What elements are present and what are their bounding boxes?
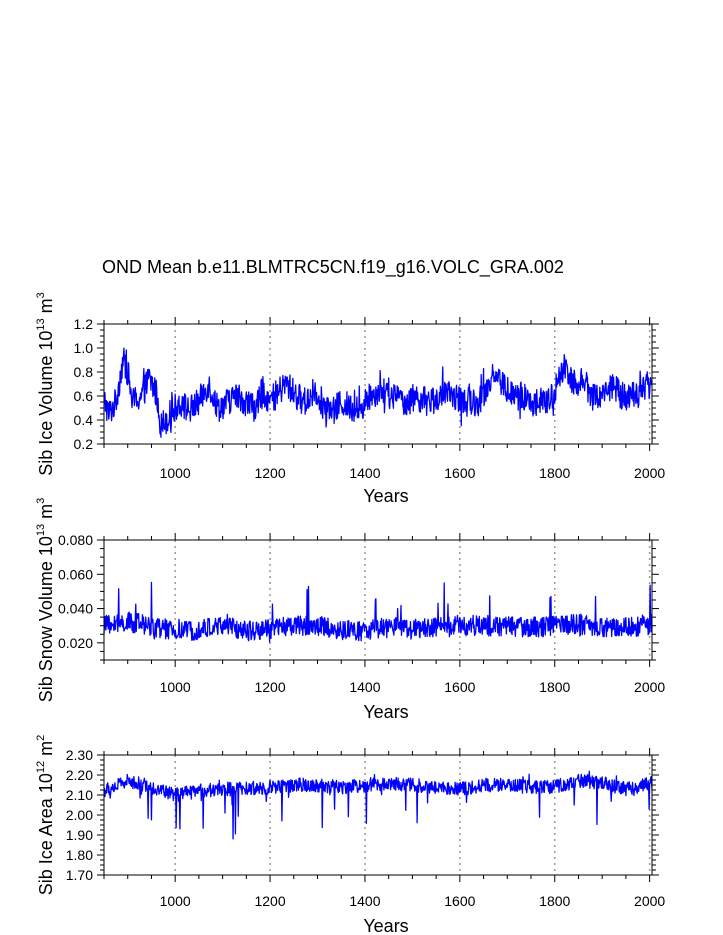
figure-title: OND Mean b.e11.BLMTRC5CN.f19_g16.VOLC_GR… xyxy=(102,257,564,278)
x-tick-label: 2000 xyxy=(634,893,665,909)
x-tick-label: 1400 xyxy=(349,465,380,481)
x-axis-label: Years xyxy=(363,916,408,935)
x-tick-label: 1800 xyxy=(539,465,570,481)
panel-sib-ice-area: 1000 1200 1400 1600 1800 2000 1.70 1.80 1.90 2.00… xyxy=(35,735,665,935)
plot-frame xyxy=(103,754,653,876)
y-tick-label: 0.6 xyxy=(74,388,94,404)
x-tick-label: 1400 xyxy=(349,679,380,695)
x-tick-label: 1200 xyxy=(254,679,285,695)
y-tick-label: 1.0 xyxy=(74,340,94,356)
plot-frame xyxy=(103,539,653,661)
x-tick-label: 1800 xyxy=(539,679,570,695)
y-tick-label: 2.00 xyxy=(66,807,93,823)
x-tick-label: 1200 xyxy=(254,893,285,909)
x-tick-label: 1000 xyxy=(160,893,191,909)
y-tick-label: 0.020 xyxy=(58,635,93,651)
y-tick-label: 1.90 xyxy=(66,827,93,843)
x-tick-label: 1000 xyxy=(160,465,191,481)
y-tick-label: 1.70 xyxy=(66,867,93,883)
y-tick-label: 1.2 xyxy=(74,316,94,332)
y-tick-label: 2.30 xyxy=(66,747,93,763)
panel-sib-ice-volume: 1000 1200 1400 1600 1800 2000 0.2 0.4 0.6 0.8 1.0 1… xyxy=(35,292,665,506)
x-tick-label: 1800 xyxy=(539,893,570,909)
series-line xyxy=(103,581,653,643)
panel-sib-snow-volume: 1000 1200 1400 1600 1800 2000 0.020 0.040 0.060 0… xyxy=(35,498,665,722)
y-tick-label: 0.4 xyxy=(74,412,94,428)
y-tick-label: 0.040 xyxy=(58,601,93,617)
x-tick-label: 1600 xyxy=(444,679,475,695)
x-tick-label: 1400 xyxy=(349,893,380,909)
y-tick-label: 0.060 xyxy=(58,566,93,582)
x-tick-label: 2000 xyxy=(634,465,665,481)
y-tick-label: 0.2 xyxy=(74,436,94,452)
x-axis-label: Years xyxy=(363,702,408,722)
y-tick-label: 1.80 xyxy=(66,847,93,863)
y-tick-label: 2.10 xyxy=(66,787,93,803)
y-tick-label: 0.080 xyxy=(58,532,93,548)
y-axis-label: Sib Ice Area 1012 m2 xyxy=(35,735,56,895)
series-line xyxy=(103,347,653,438)
x-tick-label: 1600 xyxy=(444,465,475,481)
y-axis-label: Sib Ice Volume 1013 m3 xyxy=(35,292,56,475)
y-axis-label: Sib Snow Volume 1013 m3 xyxy=(35,498,56,702)
y-tick-label: 2.20 xyxy=(66,767,93,783)
x-tick-label: 1600 xyxy=(444,893,475,909)
x-axis-label: Years xyxy=(363,486,408,506)
y-tick-label: 0.8 xyxy=(74,364,94,380)
x-tick-label: 2000 xyxy=(634,679,665,695)
x-tick-label: 1200 xyxy=(254,465,285,481)
x-tick-label: 1000 xyxy=(160,679,191,695)
series-line xyxy=(103,770,653,840)
